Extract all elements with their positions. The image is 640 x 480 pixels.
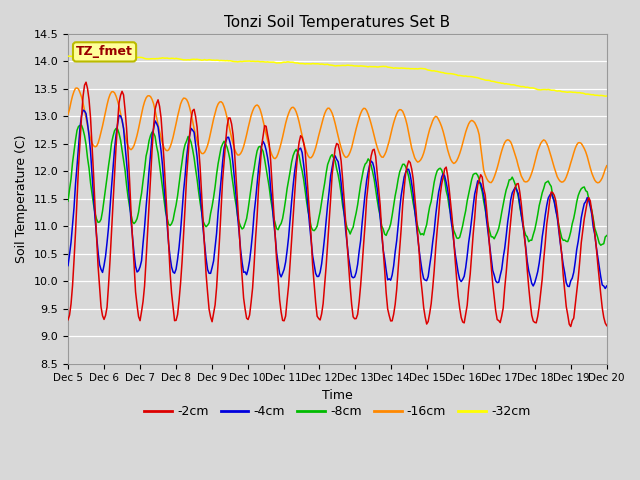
Y-axis label: Soil Temperature (C): Soil Temperature (C) <box>15 134 28 263</box>
Legend: -2cm, -4cm, -8cm, -16cm, -32cm: -2cm, -4cm, -8cm, -16cm, -32cm <box>140 400 535 423</box>
Text: TZ_fmet: TZ_fmet <box>76 46 133 59</box>
X-axis label: Time: Time <box>322 389 353 402</box>
Title: Tonzi Soil Temperatures Set B: Tonzi Soil Temperatures Set B <box>225 15 451 30</box>
